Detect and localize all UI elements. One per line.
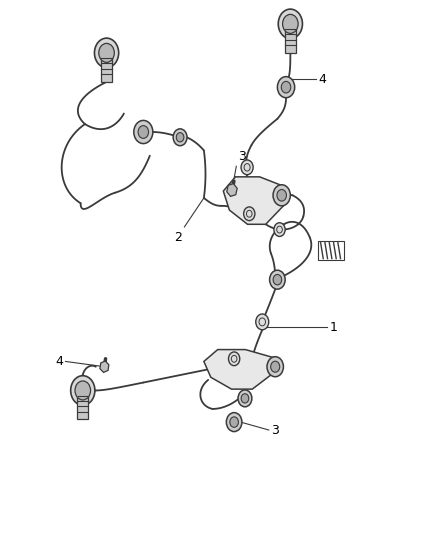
Bar [101, 58, 112, 82]
Circle shape [238, 390, 252, 407]
Circle shape [241, 160, 253, 175]
Circle shape [278, 9, 303, 39]
Polygon shape [223, 177, 284, 224]
Circle shape [134, 120, 153, 143]
Bar [77, 395, 88, 419]
Circle shape [274, 223, 285, 237]
Circle shape [273, 185, 290, 206]
Circle shape [226, 413, 242, 432]
Circle shape [241, 394, 249, 403]
Circle shape [99, 43, 114, 62]
Circle shape [281, 82, 291, 93]
Text: 4: 4 [318, 73, 326, 86]
Text: 3: 3 [271, 424, 279, 437]
Bar [285, 29, 296, 53]
Circle shape [230, 417, 238, 427]
Circle shape [270, 270, 285, 289]
Circle shape [283, 14, 298, 34]
Circle shape [176, 133, 184, 142]
Circle shape [267, 357, 283, 377]
Bar [318, 241, 344, 260]
Circle shape [71, 376, 95, 405]
Circle shape [244, 207, 255, 221]
Circle shape [277, 190, 286, 201]
Circle shape [138, 126, 148, 139]
Circle shape [229, 352, 240, 366]
Circle shape [273, 274, 282, 285]
Circle shape [277, 77, 295, 98]
Circle shape [95, 38, 119, 68]
Text: 3: 3 [238, 150, 246, 163]
Circle shape [173, 129, 187, 146]
Text: 2: 2 [174, 231, 182, 244]
Circle shape [271, 361, 280, 372]
Polygon shape [204, 350, 273, 389]
Polygon shape [100, 361, 109, 373]
Text: 4: 4 [56, 355, 64, 368]
Polygon shape [227, 184, 237, 196]
Circle shape [256, 314, 269, 330]
Circle shape [75, 381, 91, 400]
Text: 1: 1 [329, 321, 337, 334]
